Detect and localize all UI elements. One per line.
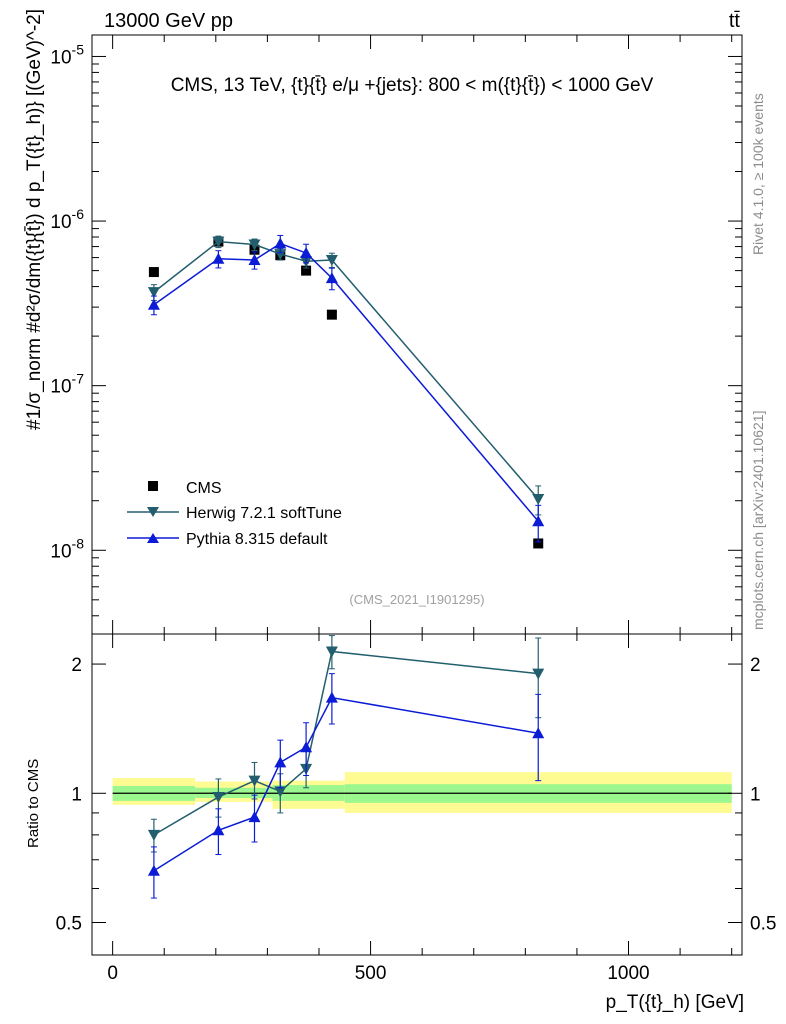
ratio-point-pythia — [300, 741, 313, 753]
data-point-pythia — [325, 272, 338, 284]
ratio-point-herwig — [274, 786, 287, 798]
legend-label-cms: CMS — [186, 480, 222, 497]
data-point-pythia — [274, 237, 287, 249]
main-y-tick-label: 10-7 — [50, 371, 84, 398]
main-y-axis-label: #1/σ_norm #d²σ/dm({t}{t̄}) d p_T({t}_h)}… — [24, 9, 45, 430]
data-point-pythia — [532, 515, 545, 527]
data-point-pythia — [212, 252, 225, 264]
data-point-herwig — [212, 236, 225, 248]
data-point-herwig — [248, 239, 261, 251]
legend-marker-herwig — [147, 507, 159, 517]
plot-title: CMS, 13 TeV, {t}{t̄} e/μ +{jets}: 800 < … — [171, 75, 654, 96]
process-label: tt̄ — [729, 10, 741, 32]
ratio-y-tick-label-right: 2 — [750, 655, 761, 676]
ratio-point-pythia — [325, 691, 338, 703]
main-y-tick-label: 10-8 — [50, 535, 84, 562]
ratio-y-tick-label-right: 0.5 — [750, 913, 776, 934]
ratio-y-tick-label-right: 1 — [750, 784, 761, 805]
ratio-y-tick-label: 2 — [71, 655, 82, 676]
legend: CMS Herwig 7.2.1 softTune Pythia 8.315 d… — [127, 480, 342, 548]
ratio-point-herwig — [212, 792, 225, 804]
data-point-herwig — [325, 255, 338, 267]
data-point-herwig — [532, 493, 545, 505]
main-y-tick-label: 10-5 — [50, 41, 84, 68]
analysis-watermark: (CMS_2021_I1901295) — [349, 592, 484, 607]
ratio-frame-border — [91, 633, 743, 956]
legend-label-herwig: Herwig 7.2.1 softTune — [186, 505, 342, 522]
x-axis-label: p_T({t}_h) [GeV] — [606, 992, 744, 1013]
ratio-point-pythia — [147, 864, 160, 876]
legend-marker-pythia — [147, 533, 159, 543]
energy-label: 13000 GeV pp — [104, 10, 233, 32]
ratio-panel: 0.5 0.5 1 1 2 2 0 500 1000 — [56, 633, 776, 984]
ratio-y-tick-label: 1 — [71, 784, 82, 805]
ratio-point-herwig — [248, 775, 261, 787]
ratio-point-pythia — [248, 811, 261, 823]
main-y-tick-label: 10-6 — [50, 206, 84, 233]
ratio-point-herwig — [147, 829, 160, 841]
data-point-cms — [301, 265, 312, 276]
ratio-point-pythia — [212, 824, 225, 836]
data-point-pythia — [147, 298, 160, 310]
data-point-herwig — [274, 249, 287, 261]
ratio-point-herwig — [325, 646, 338, 658]
data-point-herwig — [147, 287, 160, 299]
rivet-side-label: Rivet 4.1.0, ≥ 100k events — [750, 93, 766, 255]
legend-marker-cms — [148, 481, 158, 491]
x-tick-label: 500 — [355, 963, 387, 984]
mcplots-side-label: mcplots.cern.ch [arXiv:2401.10621] — [750, 411, 766, 630]
ratio-point-pythia — [532, 727, 545, 739]
ratio-y-axis-label: Ratio to CMS — [25, 759, 42, 848]
ratio-y-tick-label: 0.5 — [56, 913, 82, 934]
data-point-cms — [326, 309, 337, 320]
data-point-cms — [148, 267, 159, 278]
series-line-herwig — [153, 240, 539, 500]
x-tick-label: 1000 — [607, 963, 649, 984]
main-panel: 10-8 10-7 10-6 10-5 — [50, 34, 743, 635]
ratio-point-pythia — [274, 756, 287, 768]
ratio-point-herwig — [532, 668, 545, 680]
data-point-pythia — [300, 246, 313, 258]
data-point-pythia — [248, 254, 261, 266]
data-point-cms — [533, 538, 544, 549]
legend-label-pythia: Pythia 8.315 default — [186, 531, 328, 548]
x-tick-label: 0 — [107, 963, 118, 984]
